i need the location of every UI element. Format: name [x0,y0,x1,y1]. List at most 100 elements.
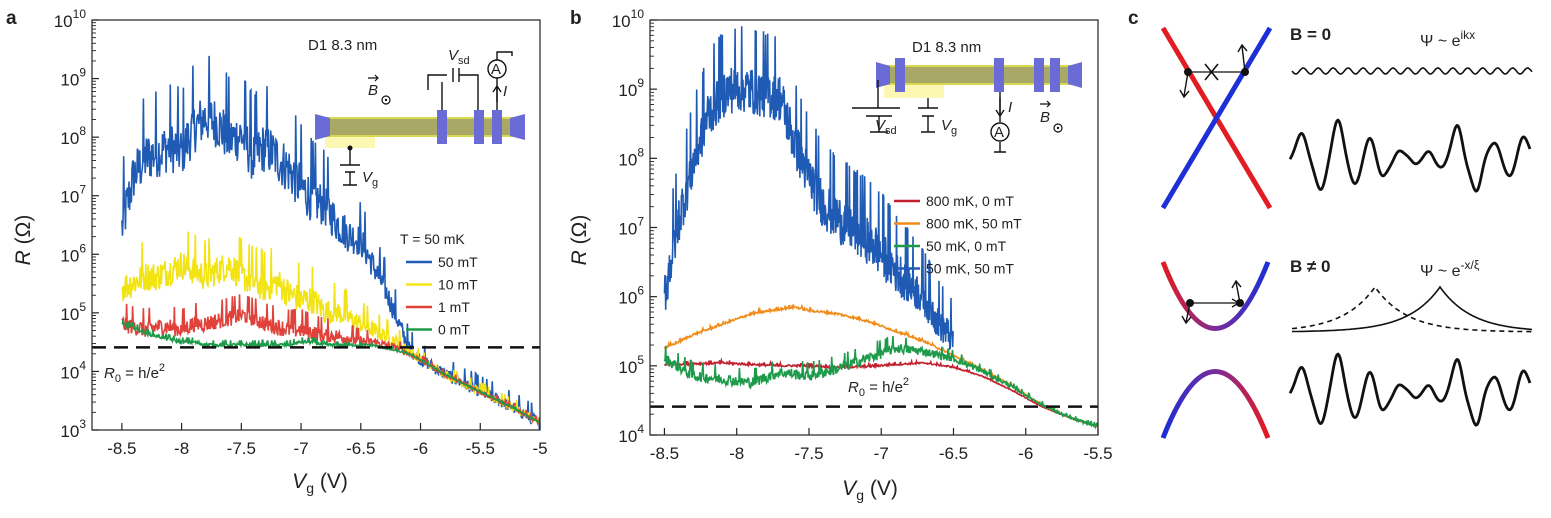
panel-a-field-label: B [368,82,378,99]
x-tick-label: -8 [729,444,744,463]
panel-a-device-label: D1 8.3 nm [308,37,377,54]
panel-c-gapped-band-upper [1160,261,1271,331]
panel-b-ref-label: R0 = h/e2 [848,376,909,399]
panel-b-wire-vsd [852,80,900,133]
panel-a-ammeter-icon [487,59,507,79]
panel-a-chart: -8.5 -8 -7.5 -7 -6.5 -6 -5.5 -5 103 104 105 106 107 1… [12,7,548,496]
panel-letter-a: a [6,8,17,29]
panel-a-current-label: I [503,83,507,100]
series-line [121,231,540,425]
panel-b-wire-vg [918,98,938,133]
panel-b-device-channel [883,65,1075,85]
x-tick-label: -5 [532,439,547,458]
series-line [121,319,540,424]
x-tick-label: -8 [174,439,189,458]
panel-a-contact-right [510,114,525,140]
panel-b-contact-right [1068,62,1082,88]
panel-b-current-label: I [1008,99,1012,116]
panel-a-contact-left [315,114,330,140]
panel-b-ammeter-icon [990,122,1010,142]
panel-c-gap-spin-right-icon [1231,279,1242,304]
x-tick-label: -8.5 [107,439,136,458]
x-tick-label: -7.5 [227,439,256,458]
panel-b-xlabel: Vg (V) [842,477,898,503]
x-tick-label: -8.5 [650,444,679,463]
y-tick-label: 108 [618,145,644,169]
panel-b-field-label: B [1040,109,1050,126]
panel-b-ylabel: R (Ω) [568,215,591,266]
panel-a-field-arrow-icon [368,74,379,82]
x-tick-label: -5.5 [466,439,495,458]
panel-c-disorder-potential-bottom [1288,352,1532,427]
panel-c-localized-state-solid [1291,285,1533,333]
panel-b-ticks: -8.5 -8 -7.5 -7 -6.5 -6 -5.5 104 105 106 107 108 109… [612,7,1113,463]
panel-a-contact-2 [474,110,484,144]
panel-b-field-dot-icon [1053,123,1063,133]
y-tick-label: 109 [618,76,644,100]
panel-a-legend-title: T = 50 mK [400,231,465,247]
panel-a-device-inset: D1 8.3 nm A I Vsd B Vg [308,37,525,189]
panel-b-frame [649,19,1099,436]
panel-a-field-dot-icon [381,95,391,105]
panel-b-current-arrow [995,98,1005,118]
panel-a-vsd-label: Vsd [448,47,470,67]
y-tick-label: 1010 [612,7,645,31]
x-tick-label: -6 [413,439,428,458]
panel-b-field-arrow-icon [1040,100,1051,108]
x-tick-label: -6.5 [346,439,375,458]
panel-b-legend: 800 mK, 0 mT 800 mK, 50 mT 50 mK, 0 mT 50 m… [894,193,1022,277]
panel-a-series [121,55,540,430]
panel-b-chart: -8.5 -8 -7.5 -7 -6.5 -6 -5.5 104 105 106 107 108 109… [568,7,1113,503]
legend-label: 10 mT [438,277,478,293]
panel-b-contact-1 [895,58,905,92]
legend-label: 50 mT [438,254,478,270]
x-tick-label: -5.5 [1083,444,1112,463]
panel-a-vg-label: Vg [362,169,378,189]
panel-a-ref-label: R0 = h/e2 [104,362,165,385]
panel-a-ylabel: R (Ω) [12,215,35,266]
panel-c-title-b-nonzero: B ≠ 0 [1290,257,1331,276]
y-tick-label: 108 [60,124,86,148]
y-tick-label: 104 [60,358,86,382]
panel-c-wavefunction-localized: Ψ ~ e-x/ξ [1420,258,1480,280]
panel-b-contact-left [876,62,890,88]
panel-b-device-label: D1 8.3 nm [912,39,981,56]
y-tick-label: 106 [60,241,86,265]
panel-a-contact-3 [492,110,502,144]
panel-b-ammeter-label: A [994,124,1004,141]
series-line [663,336,1098,430]
x-tick-label: -7 [294,439,309,458]
panel-b-vsd-label: Vsd [875,117,897,137]
legend-label: 0 mT [438,322,470,338]
y-tick-label: 1010 [54,7,87,31]
panel-b-contact-2 [994,58,1004,92]
panel-a-device-channel [324,117,516,137]
x-tick-label: -6 [1018,444,1033,463]
panel-a-wire-vg [340,148,360,186]
x-tick-label: -7 [874,444,889,463]
panel-c-gap-spin-left-icon [1181,302,1192,325]
panel-a-ammeter-label: A [491,61,501,78]
panel-letter-b: b [570,8,582,29]
legend-label: 50 mK, 0 mT [926,238,1007,254]
series-line [663,357,1098,428]
panel-a-wire-vsd [427,68,479,110]
legend-label: 50 mK, 50 mT [926,261,1014,277]
panel-c-spin-up-arrow-icon [1237,43,1248,73]
panel-a-field-dot-center [384,98,388,102]
panel-a-frame [91,19,541,431]
y-tick-label: 107 [618,215,644,239]
x-tick-label: -7.5 [794,444,823,463]
y-tick-label: 104 [618,422,644,446]
panel-c-diagram: B = 0 Ψ ~ eikx B ≠ 0 Ψ ~ e-x/ξ [1160,25,1533,439]
panel-c-title-b-zero: B = 0 [1290,25,1331,44]
panel-a-ticks: -8.5 -8 -7.5 -7 -6.5 -6 -5.5 -5 103 104 105 106 107 1… [54,7,548,458]
y-tick-label: 107 [60,183,86,207]
y-tick-label: 103 [60,417,86,441]
legend-label: 800 mK, 50 mT [926,216,1022,232]
y-tick-label: 106 [618,284,644,308]
panel-a-contact-1 [437,110,447,144]
legend-label: 800 mK, 0 mT [926,193,1014,209]
x-tick-label: -6.5 [939,444,968,463]
